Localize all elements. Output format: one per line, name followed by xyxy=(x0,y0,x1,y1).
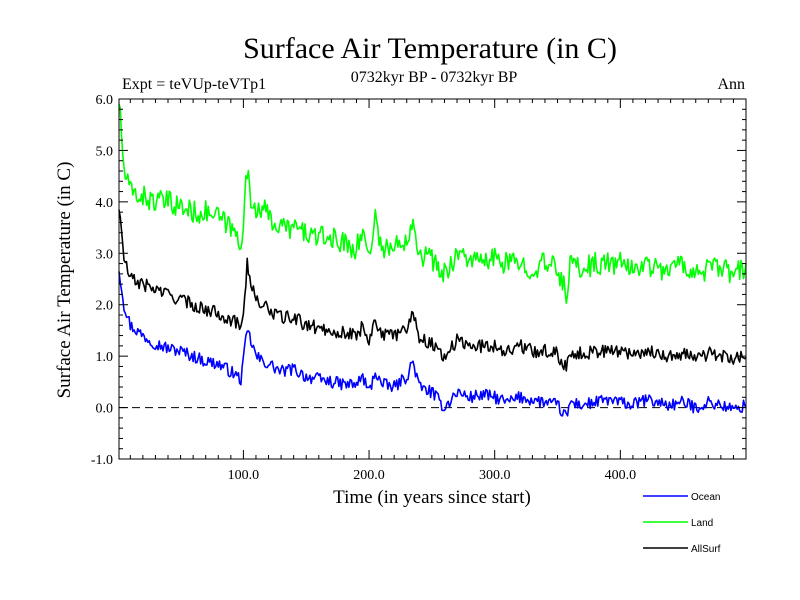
y-tick-label: 0.0 xyxy=(96,402,114,417)
plot-frame xyxy=(118,98,747,460)
y-tick-label: -1.0 xyxy=(91,453,113,468)
series-line-land xyxy=(118,103,747,305)
legend-label-allsurf: AllSurf xyxy=(691,544,721,555)
experiment-label: Expt = teVUp-teVTp1 xyxy=(122,76,266,93)
legend-label-land: Land xyxy=(691,518,713,529)
x-tick-label: 300.0 xyxy=(479,468,511,483)
series-line-allsurf xyxy=(118,209,747,372)
y-tick-label: 5.0 xyxy=(96,144,114,159)
chart-title: Surface Air Temperature (in C) xyxy=(243,32,617,65)
series-line-ocean xyxy=(118,271,747,417)
legend: Ocean Land AllSurf xyxy=(643,492,721,555)
y-tick-label: 2.0 xyxy=(96,299,114,314)
x-axis-label: Time (in years since start) xyxy=(333,487,531,508)
y-tick-label: 1.0 xyxy=(96,350,114,365)
x-tick-label: 200.0 xyxy=(353,468,385,483)
period-label: 0732kyr BP - 0732kyr BP xyxy=(351,69,518,86)
ticks-group: 100.0 200.0 300.0 400.0 -1.0 0.0 1.0 2.0 3.0 4.0 5… xyxy=(91,93,746,483)
x-tick-label: 100.0 xyxy=(228,468,260,483)
y-tick-label: 4.0 xyxy=(96,196,114,211)
legend-label-ocean: Ocean xyxy=(691,492,720,503)
y-axis-label: Surface Air Temperature (in C) xyxy=(54,162,75,399)
series-group xyxy=(118,103,747,417)
axes-group xyxy=(118,98,747,460)
x-tick-label: 400.0 xyxy=(605,468,637,483)
y-tick-label: 3.0 xyxy=(96,247,114,262)
season-label: Ann xyxy=(717,76,745,93)
y-tick-label: 6.0 xyxy=(96,93,114,108)
